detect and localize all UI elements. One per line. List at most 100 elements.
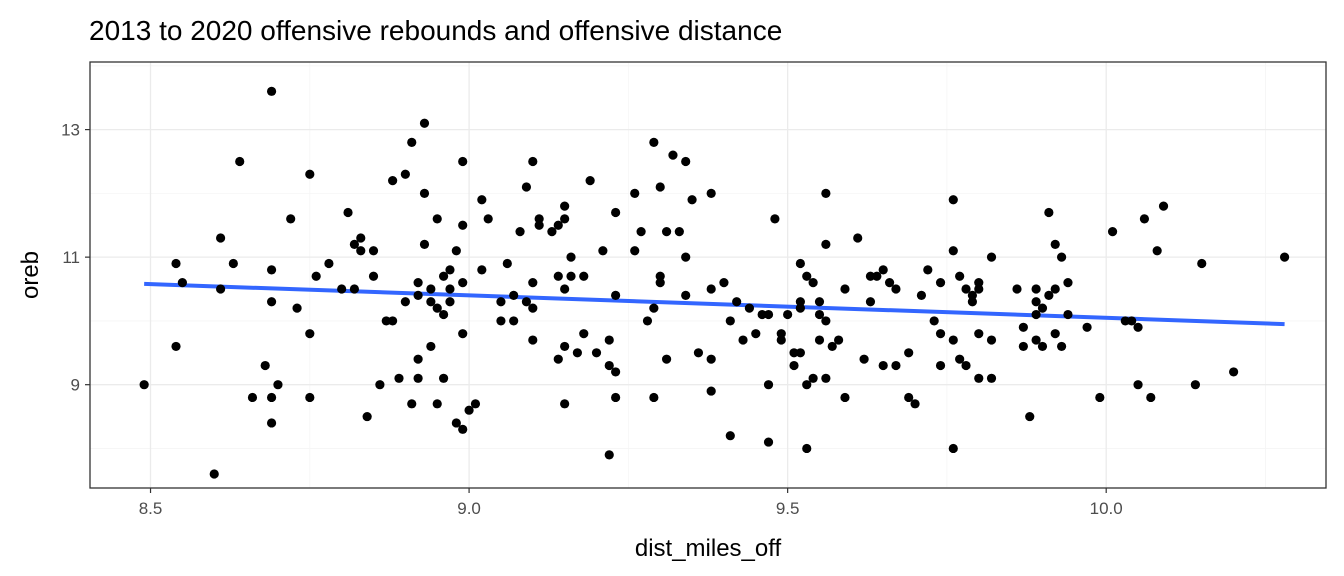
data-point	[528, 303, 538, 313]
data-point	[483, 214, 493, 224]
data-point	[935, 329, 946, 339]
trend-line	[144, 281, 1285, 327]
data-point	[1037, 303, 1048, 313]
data-point	[343, 207, 353, 218]
x-tick-label: 9.5	[776, 499, 800, 518]
data-point	[789, 360, 799, 371]
data-point	[266, 86, 277, 96]
data-point	[611, 207, 621, 218]
data-point	[547, 227, 557, 237]
data-point	[432, 303, 442, 313]
data-point	[661, 227, 672, 237]
data-point	[419, 239, 430, 249]
data-point	[407, 137, 417, 147]
data-point	[630, 188, 640, 198]
data-point	[477, 265, 487, 275]
data-point	[381, 316, 391, 326]
data-point	[311, 271, 321, 281]
data-point	[853, 233, 863, 243]
data-point	[789, 348, 799, 358]
data-point	[528, 156, 538, 167]
data-point	[821, 373, 831, 383]
data-point	[923, 265, 933, 275]
data-point	[286, 214, 296, 224]
data-point	[661, 354, 672, 364]
data-point	[795, 258, 805, 269]
data-point	[496, 316, 506, 326]
data-point	[776, 335, 786, 345]
data-point	[865, 297, 876, 307]
data-point	[1190, 380, 1200, 390]
data-point	[139, 380, 149, 390]
data-point	[834, 335, 844, 345]
data-point	[935, 278, 946, 288]
y-tick-label: 9	[71, 376, 80, 395]
data-point	[865, 271, 876, 281]
data-point	[872, 271, 882, 281]
data-point	[553, 271, 563, 281]
data-point	[445, 284, 455, 294]
data-point	[776, 329, 786, 339]
data-point	[974, 373, 984, 383]
data-point	[1133, 322, 1143, 332]
y-tick-label: 11	[62, 248, 80, 267]
data-point	[1107, 227, 1118, 237]
data-point	[802, 380, 812, 390]
data-point	[821, 188, 831, 198]
data-point	[521, 182, 532, 192]
data-point	[1018, 322, 1028, 332]
data-point	[1031, 284, 1041, 294]
data-point	[1012, 284, 1022, 294]
data-point	[948, 246, 958, 256]
data-point	[649, 137, 659, 147]
data-point	[1063, 309, 1073, 320]
data-point	[171, 258, 181, 269]
data-point	[413, 373, 423, 383]
data-point	[560, 341, 570, 352]
data-point	[228, 258, 238, 269]
data-point	[1146, 392, 1156, 403]
data-point	[725, 431, 735, 441]
y-tick-label: 13	[61, 121, 80, 140]
data-point	[534, 214, 544, 224]
data-point	[821, 239, 831, 249]
data-point	[1127, 316, 1137, 326]
data-point	[560, 399, 570, 409]
data-point	[693, 348, 704, 358]
data-point	[681, 252, 691, 262]
chart-title: 2013 to 2020 offensive rebounds and offe…	[89, 15, 782, 46]
data-point	[413, 354, 423, 364]
data-point	[426, 341, 436, 352]
data-point	[974, 284, 984, 294]
data-point	[763, 437, 774, 447]
data-point	[706, 188, 716, 198]
data-point	[604, 335, 614, 345]
data-point	[419, 188, 430, 198]
data-point	[591, 348, 602, 358]
data-point	[1139, 214, 1150, 224]
x-tick-label: 9.0	[457, 499, 481, 518]
data-point	[814, 309, 825, 320]
data-point	[509, 316, 519, 326]
data-point	[1056, 252, 1067, 262]
y-axis-title: oreb	[17, 251, 44, 299]
data-point	[719, 278, 729, 288]
data-point	[821, 316, 831, 326]
data-point	[566, 252, 576, 262]
data-point	[668, 150, 678, 160]
data-point	[706, 386, 716, 396]
data-point	[687, 195, 697, 205]
data-point	[235, 156, 245, 167]
data-point	[521, 297, 532, 307]
data-point	[649, 392, 659, 403]
data-point	[438, 271, 449, 281]
data-point	[795, 303, 805, 313]
data-point	[388, 176, 398, 186]
data-point	[681, 290, 691, 301]
x-tick-label: 8.5	[139, 499, 163, 518]
data-point	[368, 246, 379, 256]
data-point	[935, 360, 946, 371]
data-point	[1025, 411, 1035, 422]
data-point	[579, 329, 589, 339]
